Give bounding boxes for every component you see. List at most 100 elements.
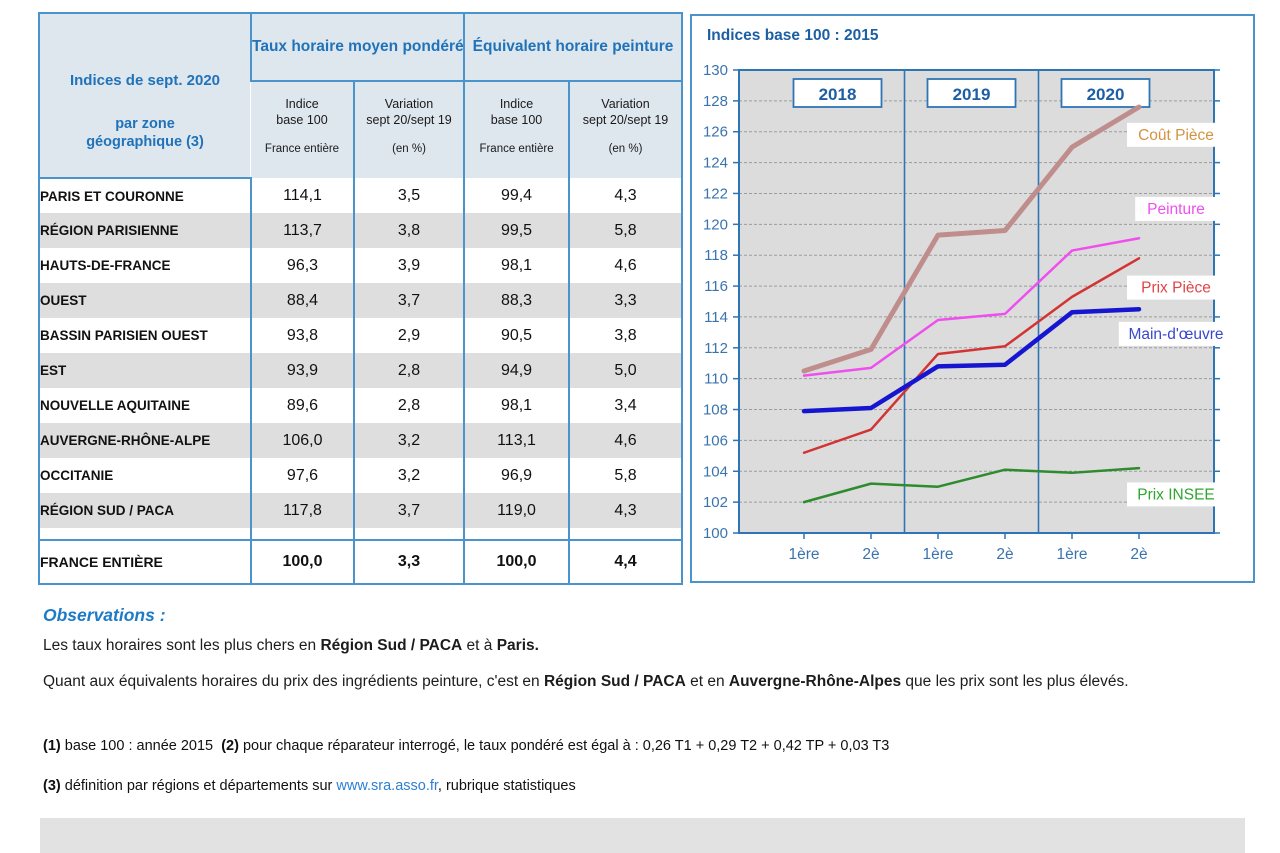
value-cell: 3,7 <box>352 493 465 528</box>
x-tick-label: 1ère <box>1056 546 1087 563</box>
corner-subtitle-line1: par zone <box>115 115 175 132</box>
plot-border <box>738 69 1215 534</box>
value-cell: 117,8 <box>250 493 354 528</box>
corner-subtitle-line2: géographique (3) <box>86 134 204 150</box>
group-header-equivalent: Équivalent horaire peinture <box>463 13 683 82</box>
series-label-cout-piece: Coût Pièce <box>1138 127 1214 144</box>
value-cell: 88,3 <box>463 283 570 318</box>
table-row: NOUVELLE AQUITAINE 89,6 2,8 98,1 3,4 <box>39 388 683 423</box>
value-cell: 113,7 <box>250 213 354 248</box>
series-label-peinture: Peinture <box>1147 201 1205 218</box>
value-cell: 2,8 <box>352 353 465 388</box>
year-box <box>792 78 883 108</box>
series-label-bg-prix-piece <box>1127 275 1225 300</box>
chart-svg: 100 102 104 106 108 110 112 114 116 118 120 122 124 1… <box>703 62 1234 563</box>
table-body: PARIS ET COURONNE 114,1 3,5 99,4 4,3 RÉGION P… <box>39 178 683 528</box>
observations-section: Observations : Les taux horaires sont le… <box>43 605 1213 707</box>
year-box <box>1060 78 1151 108</box>
zone-cell: OUEST <box>40 293 87 308</box>
subheader-indice-2: Indice base 100 France entière <box>463 81 570 178</box>
value-cell: 90,5 <box>463 318 570 353</box>
value-cell: 3,2 <box>352 423 465 458</box>
corner-title: Indices de sept. 2020 <box>69 71 221 89</box>
series-label-bg-main-doeuvre <box>1118 321 1234 346</box>
y-tick-label: 108 <box>703 402 728 419</box>
y-tick-label: 122 <box>703 185 728 202</box>
value-cell: 98,1 <box>463 248 570 283</box>
value-cell: 4,3 <box>568 493 683 528</box>
value-cell: 3,8 <box>568 318 683 353</box>
y-tick-label: 120 <box>703 216 728 233</box>
y-tick-label: 116 <box>704 278 728 295</box>
table-row: OUEST 88,4 3,7 88,3 3,3 <box>39 283 683 318</box>
series-label-prix-insee: Prix INSEE <box>1137 486 1215 503</box>
indices-table: Indices de sept. 2020 par zone géographi… <box>38 12 684 585</box>
value-cell: 88,4 <box>250 283 354 318</box>
sra-link[interactable]: www.sra.asso.fr <box>336 778 438 794</box>
year-label: 2018 <box>819 85 857 104</box>
series-line-cout-piece <box>801 104 1142 374</box>
y-tick-label: 128 <box>703 93 728 110</box>
x-tick-label: 2è <box>862 546 879 563</box>
year-label: 2020 <box>1087 85 1125 104</box>
table-row: AUVERGNE-RHÔNE-ALPE 106,0 3,2 113,1 4,6 <box>39 423 683 458</box>
corner-header: Indices de sept. 2020 par zone géographi… <box>39 13 251 179</box>
total-zone-cell: FRANCE ENTIÈRE <box>40 554 163 570</box>
value-cell: 3,3 <box>568 283 683 318</box>
total-value-cell: 100,0 <box>250 540 354 584</box>
value-cell: 3,9 <box>352 248 465 283</box>
value-cell: 2,9 <box>352 318 465 353</box>
value-cell: 106,0 <box>250 423 354 458</box>
series-line-prix-piece <box>802 257 1141 454</box>
total-row: FRANCE ENTIÈRE 100,0 3,3 100,0 4,4 <box>39 540 683 584</box>
value-cell: 5,8 <box>568 458 683 493</box>
zone-cell: RÉGION PARISIENNE <box>40 223 179 238</box>
x-tick-label: 1ère <box>922 546 953 563</box>
value-cell: 5,0 <box>568 353 683 388</box>
table-header: Indices de sept. 2020 par zone géographi… <box>39 13 683 179</box>
value-cell: 3,8 <box>352 213 465 248</box>
table-footer: FRANCE ENTIÈRE 100,0 3,3 100,0 4,4 <box>39 528 683 584</box>
series-line-main-doeuvre <box>801 306 1142 414</box>
x-tick-label: 1ère <box>788 546 819 563</box>
total-value-cell: 3,3 <box>352 540 465 584</box>
y-tick-label: 126 <box>703 124 728 141</box>
footnote-1: (1) base 100 : année 2015 (2) pour chaqu… <box>43 738 890 754</box>
series-label-bg-prix-insee <box>1127 482 1225 507</box>
value-cell: 4,3 <box>568 178 683 213</box>
table-row: RÉGION SUD / PACA 117,8 3,7 119,0 4,3 <box>39 493 683 528</box>
value-cell: 93,8 <box>250 318 354 353</box>
year-box <box>926 78 1017 108</box>
series-label-prix-piece: Prix Pièce <box>1141 280 1211 297</box>
y-tick-label: 118 <box>704 247 728 264</box>
y-tick-label: 104 <box>703 463 728 480</box>
value-cell: 99,5 <box>463 213 570 248</box>
plot-area <box>739 70 1214 533</box>
value-cell: 3,4 <box>568 388 683 423</box>
value-cell: 119,0 <box>463 493 570 528</box>
value-cell: 4,6 <box>568 248 683 283</box>
group-header-taux: Taux horaire moyen pondéré <box>249 13 465 82</box>
zone-cell: HAUTS-DE-FRANCE <box>40 258 171 273</box>
zone-cell: NOUVELLE AQUITAINE <box>40 398 191 413</box>
zone-cell: RÉGION SUD / PACA <box>40 503 175 518</box>
chart-panel: Indices base 100 : 2015 100 102 104 106 108 1… <box>690 14 1255 583</box>
y-tick-label: 112 <box>704 340 728 357</box>
zone-cell: OCCITANIE <box>40 468 114 483</box>
observations-heading: Observations : <box>43 605 166 625</box>
footnotes-section: (1) base 100 : année 2015 (2) pour chaqu… <box>43 738 1233 818</box>
series-line-peinture <box>802 236 1141 377</box>
zone-cell: AUVERGNE-RHÔNE-ALPE <box>40 433 211 448</box>
zone-cell: BASSIN PARISIEN OUEST <box>40 328 208 343</box>
subheader-indice-1: Indice base 100 France entière <box>251 81 354 178</box>
observation-paragraph: Les taux horaires sont les plus chers en… <box>43 637 539 654</box>
footnote-2: (3) définition par régions et départemen… <box>43 778 576 794</box>
table-row: HAUTS-DE-FRANCE 96,3 3,9 98,1 4,6 <box>39 248 683 283</box>
zone-cell: PARIS ET COURONNE <box>40 188 184 204</box>
subheader-variation-1: Variation sept 20/sept 19 (en %) <box>352 81 465 178</box>
value-cell: 3,5 <box>352 178 465 213</box>
table-row: RÉGION PARISIENNE 113,7 3,8 99,5 5,8 <box>39 213 683 248</box>
y-tick-label: 102 <box>703 494 728 511</box>
year-label: 2019 <box>953 85 991 104</box>
